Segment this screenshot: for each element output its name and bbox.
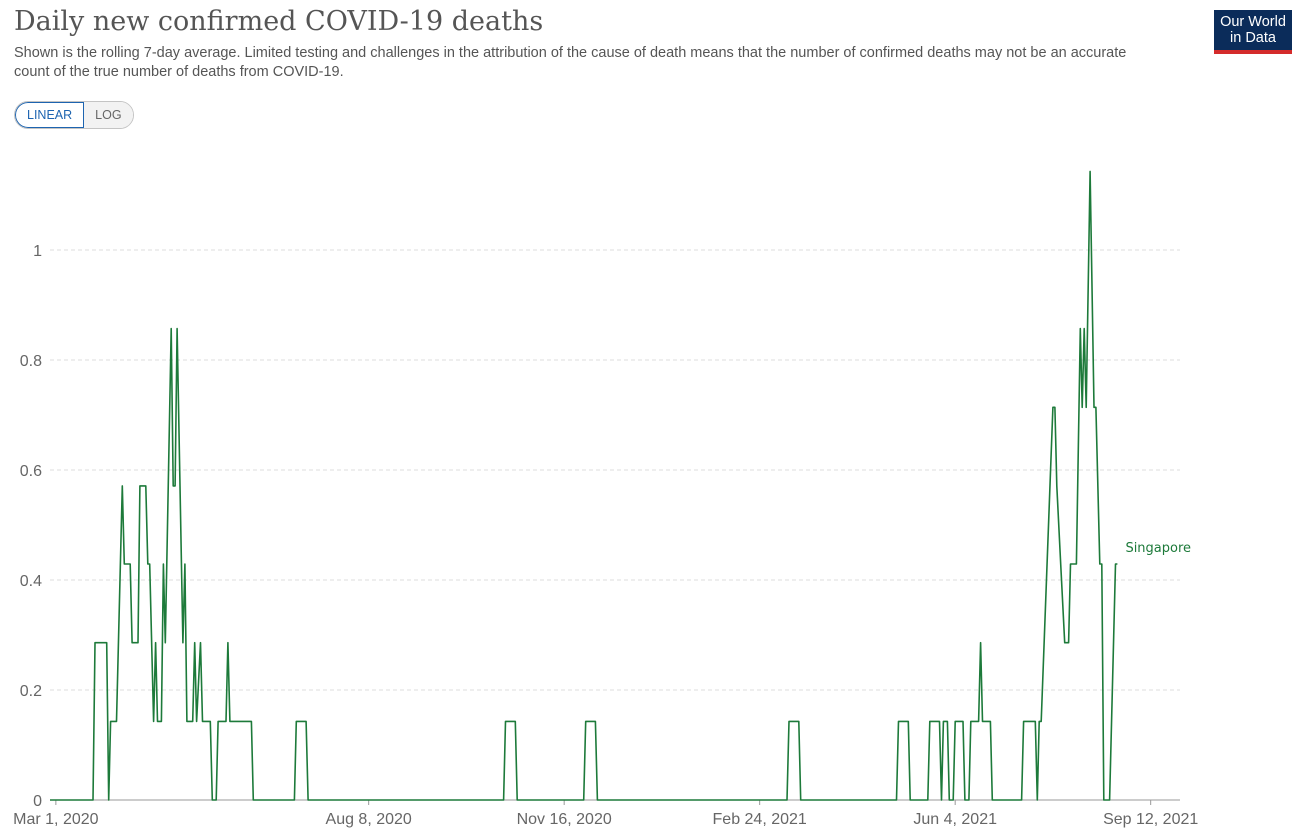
y-tick-label: 0.8: [20, 353, 42, 370]
y-tick-label: 0.2: [20, 683, 42, 700]
scale-toggle: LINEAR LOG: [14, 101, 134, 129]
linear-scale-button[interactable]: LINEAR: [15, 102, 85, 128]
series-lines: Singapore: [50, 170, 1191, 801]
x-tick-label: Nov 16, 2020: [517, 811, 612, 828]
x-tick-label: Sep 12, 2021: [1103, 811, 1198, 828]
grid-lines: [50, 249, 1180, 691]
y-tick-label: 0: [33, 793, 42, 810]
x-tick-label: Aug 8, 2020: [326, 811, 412, 828]
y-tick-label: 1: [33, 243, 42, 260]
y-axis-ticks: 0 0.2 0.4 0.6 0.8 1: [20, 243, 42, 810]
logo-line-1: Our World: [1220, 14, 1286, 30]
x-axis-ticks: Mar 1, 2020 Aug 8, 2020 Nov 16, 2020 Feb 24…: [13, 799, 1198, 828]
y-tick-label: 0.4: [20, 573, 42, 590]
y-tick-label: 0.6: [20, 463, 42, 480]
log-scale-button[interactable]: LOG: [84, 102, 133, 128]
owid-logo[interactable]: Our World in Data: [1214, 10, 1292, 54]
logo-line-2: in Data: [1230, 30, 1276, 46]
chart-subtitle: Shown is the rolling 7-day average. Limi…: [14, 45, 1127, 80]
series-label-singapore[interactable]: Singapore: [1125, 541, 1191, 556]
x-tick-label: Jun 4, 2021: [913, 811, 997, 828]
x-tick-label: Feb 24, 2021: [713, 811, 807, 828]
x-tick-label: Mar 1, 2020: [13, 811, 98, 828]
series-line-singapore[interactable]: [50, 170, 1118, 801]
chart-title: Daily new confirmed COVID-19 deaths: [14, 6, 544, 37]
